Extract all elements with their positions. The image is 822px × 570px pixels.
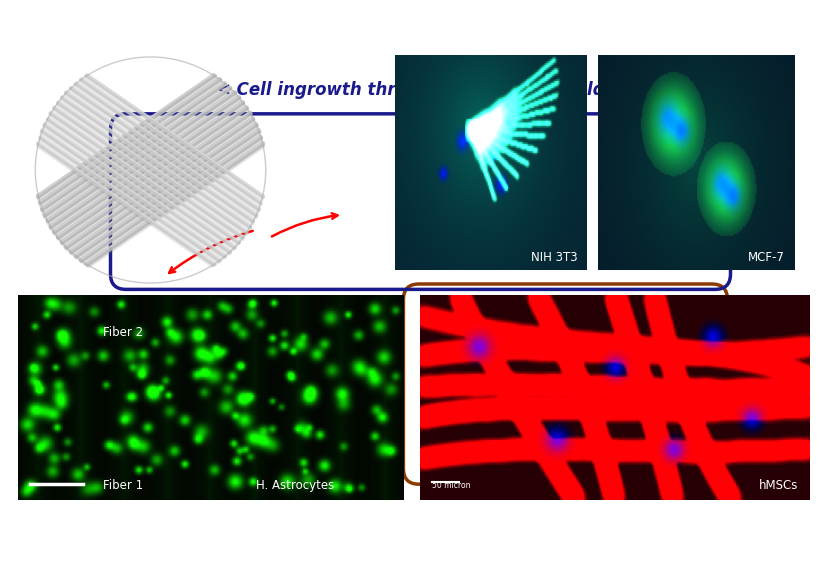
Text: Fiber 2: Fiber 2 <box>103 325 143 339</box>
Text: 50 micron: 50 micron <box>432 481 470 490</box>
Text: Fiber 1: Fiber 1 <box>103 479 143 492</box>
Text: MCF-7: MCF-7 <box>748 251 785 263</box>
Text: < Cell ingrowth through pores in scaffold >: < Cell ingrowth through pores in scaffol… <box>217 81 624 99</box>
Text: < Cell growth in pore space >: < Cell growth in pore space > <box>426 481 704 499</box>
Text: H. Astrocytes: H. Astrocytes <box>256 479 335 492</box>
Circle shape <box>271 327 279 334</box>
Text: hMSCs: hMSCs <box>759 479 798 492</box>
Text: NIH 3T3: NIH 3T3 <box>531 251 577 263</box>
Text: 3D scaffold: 3D scaffold <box>133 468 274 488</box>
